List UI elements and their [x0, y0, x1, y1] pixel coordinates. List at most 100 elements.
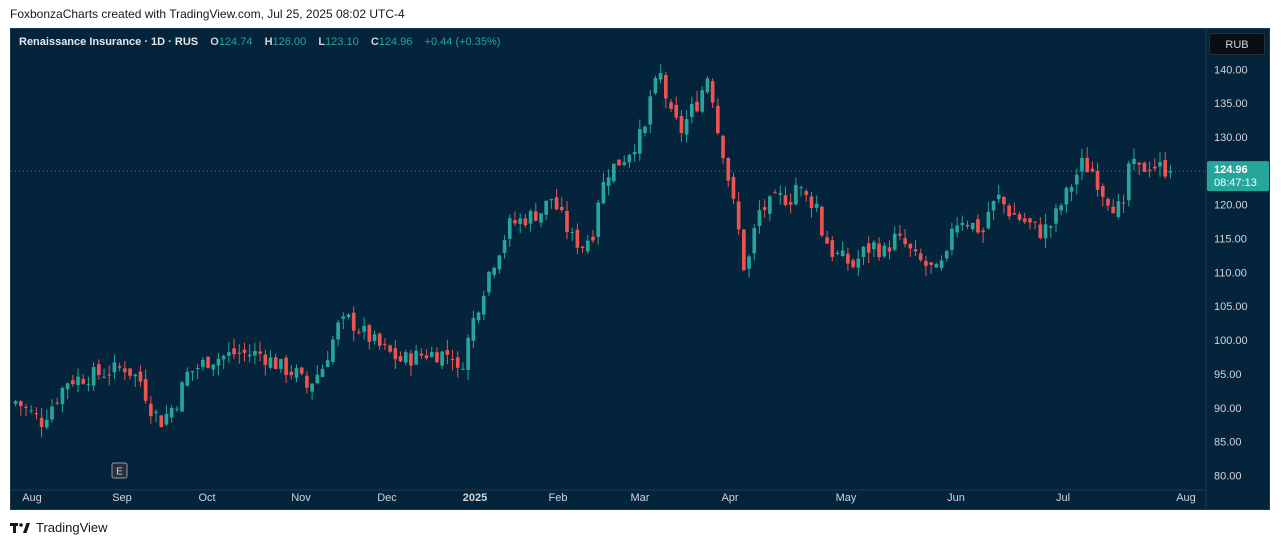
candle-body [481, 295, 486, 315]
y-tick-label: 110.00 [1214, 267, 1247, 279]
candle-body [128, 368, 132, 376]
candle-body [872, 242, 876, 250]
candle-body [820, 206, 824, 236]
candle-body [175, 408, 179, 410]
candle-body [710, 81, 715, 103]
chart-caption: FoxbonzaCharts created with TradingView.… [10, 7, 405, 21]
tradingview-logo-icon [10, 522, 30, 533]
y-tick-label: 140.00 [1214, 64, 1248, 76]
candle-body [825, 237, 829, 244]
candle-body [507, 218, 512, 239]
candle-body [1054, 208, 1058, 224]
candle-body [591, 236, 595, 241]
tradingview-brand[interactable]: TradingView [10, 520, 108, 535]
candle-body [518, 218, 522, 224]
symbol-name[interactable]: Renaissance Insurance · 1D · RUS [19, 36, 199, 48]
candle-body [1100, 185, 1105, 197]
candle-body [846, 253, 850, 264]
chart-panel[interactable]: 140.00135.00130.00125.00120.00115.00110.… [10, 28, 1270, 510]
candle-body [149, 403, 153, 417]
candle-body [1048, 226, 1053, 228]
candle-body [898, 233, 902, 236]
candle-body [804, 191, 809, 195]
candle-body [86, 384, 91, 386]
candle-body [305, 375, 309, 388]
candle-body [856, 258, 861, 268]
candle-body [487, 271, 491, 293]
candle-body [757, 210, 762, 226]
candle-body [60, 387, 65, 405]
candle-body [367, 325, 372, 342]
candle-body [991, 200, 996, 211]
candle-body [762, 207, 767, 210]
candle-body [892, 233, 897, 250]
candle-body [159, 415, 164, 428]
candle-body [372, 334, 377, 341]
candle-body [97, 364, 101, 375]
price-chart[interactable]: 140.00135.00130.00125.00120.00115.00110.… [11, 29, 1270, 510]
candle-body [580, 246, 585, 249]
candle-body [1064, 187, 1069, 205]
candle-body [1028, 218, 1032, 223]
candle-body [1090, 168, 1095, 172]
candle-body [643, 126, 647, 134]
currency-button[interactable]: RUB [1209, 33, 1265, 55]
candle-body [497, 255, 502, 270]
candle-body [346, 314, 351, 318]
candle-body [242, 349, 247, 353]
y-tick-label: 90.00 [1214, 403, 1242, 415]
candle-body [1095, 170, 1100, 190]
candle-body [622, 162, 627, 165]
candle-body [24, 406, 28, 408]
candle-body [180, 382, 184, 412]
candle-body [206, 356, 210, 368]
candle-body [18, 401, 23, 407]
candle-body [466, 337, 470, 370]
x-tick-label: 2025 [463, 492, 487, 504]
candle-body [565, 210, 569, 232]
candle-body [981, 230, 985, 233]
candle-body [362, 325, 366, 332]
candle-body [471, 318, 476, 341]
candle-body [513, 220, 517, 224]
candle-body [232, 348, 236, 355]
candle-body [783, 195, 788, 206]
candle-body [1022, 218, 1027, 223]
y-tick-label: 115.00 [1214, 234, 1247, 246]
candle-body [679, 116, 684, 133]
candle-body [320, 368, 325, 377]
candle-body [185, 371, 190, 386]
y-tick-label: 120.00 [1214, 200, 1248, 212]
candle-body [341, 316, 346, 319]
candle-body [263, 354, 268, 365]
candle-body [284, 357, 288, 375]
candle-body [455, 357, 460, 368]
candle-body [929, 262, 933, 265]
candle-body [950, 228, 954, 250]
candle-body [794, 184, 798, 205]
candle-body [773, 192, 777, 194]
candle-body [523, 218, 528, 226]
candle-body [768, 196, 772, 214]
candle-body [388, 345, 392, 352]
candle-body [695, 101, 699, 112]
candle-body [664, 75, 668, 99]
candle-body [736, 201, 741, 230]
candle-body [336, 322, 340, 340]
candle-body [357, 331, 361, 333]
candle-body [986, 211, 991, 229]
candle-body [424, 355, 429, 359]
y-tick-label: 135.00 [1214, 98, 1248, 110]
x-tick-label: Feb [549, 492, 568, 504]
candle-body [435, 352, 439, 363]
candle-body [393, 348, 398, 360]
candle-body [1111, 206, 1115, 214]
candle-body [258, 351, 262, 354]
candle-body [611, 163, 616, 182]
candle-body [575, 229, 580, 248]
candle-body [726, 158, 731, 181]
candle-body [549, 198, 554, 201]
candle-body [1147, 169, 1152, 171]
candle-body [112, 362, 117, 373]
high-value: 126.00 [272, 36, 307, 48]
